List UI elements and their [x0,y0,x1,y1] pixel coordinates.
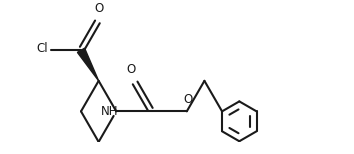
Text: Cl: Cl [36,42,47,55]
Text: NH: NH [101,105,119,118]
Polygon shape [78,48,99,81]
Text: O: O [183,93,193,106]
Text: O: O [94,2,103,15]
Text: O: O [127,63,136,76]
